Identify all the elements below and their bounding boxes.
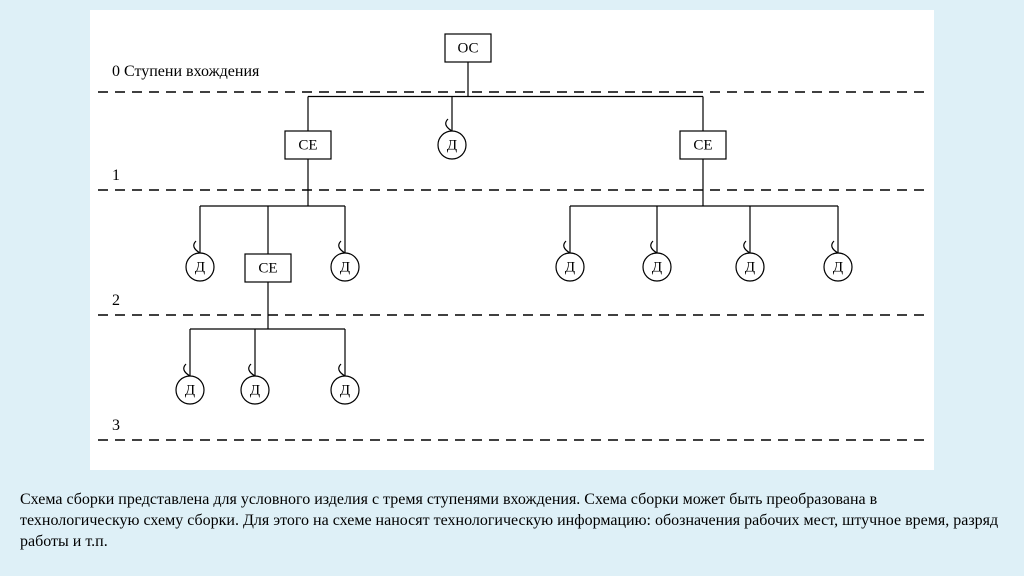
svg-text:Д: Д	[185, 382, 195, 398]
svg-text:2: 2	[112, 292, 120, 309]
svg-text:Д: Д	[565, 259, 575, 275]
svg-text:0 Ступени вхождения: 0 Ступени вхождения	[112, 63, 260, 80]
svg-text:СЕ: СЕ	[298, 137, 317, 153]
svg-text:Д: Д	[447, 137, 457, 153]
svg-text:Д: Д	[340, 382, 350, 398]
svg-text:Д: Д	[833, 259, 843, 275]
svg-text:Д: Д	[250, 382, 260, 398]
svg-text:Д: Д	[745, 259, 755, 275]
assembly-diagram: ОС СЕ Д СЕ Д СЕ Д Д Д Д Д Д Д Д 0 Ступени вхождения 1 2 3	[90, 10, 934, 470]
svg-text:Д: Д	[195, 259, 205, 275]
svg-text:СЕ: СЕ	[258, 260, 277, 276]
svg-text:1: 1	[112, 167, 120, 184]
svg-text:Д: Д	[340, 259, 350, 275]
svg-text:3: 3	[112, 417, 120, 434]
svg-text:Д: Д	[652, 259, 662, 275]
svg-text:ОС: ОС	[457, 40, 478, 56]
caption-text: Схема сборки представлена для условного …	[20, 490, 999, 552]
svg-text:СЕ: СЕ	[693, 137, 712, 153]
